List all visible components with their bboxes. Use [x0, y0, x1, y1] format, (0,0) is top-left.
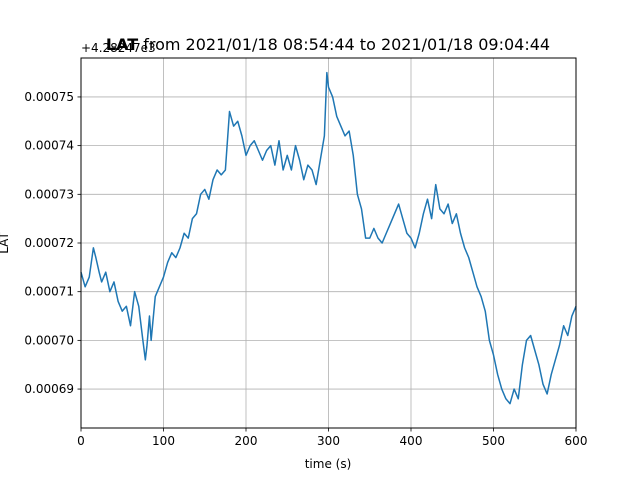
y-tick-label: 0.00074	[24, 139, 74, 153]
x-tick-label: 0	[77, 434, 85, 448]
x-tick-label: 100	[152, 434, 175, 448]
series-layer	[80, 71, 577, 405]
y-tick-label: 0.00073	[24, 187, 74, 201]
chart-title: LAT from 2021/01/18 08:54:44 to 2021/01/…	[106, 35, 550, 54]
grid	[80, 58, 577, 428]
y-tick-label: 0.00069	[24, 382, 74, 396]
y-tick-label: 0.00071	[24, 285, 74, 299]
x-tick-label: 600	[565, 434, 588, 448]
x-tick-label: 200	[235, 434, 258, 448]
x-tick-label: 500	[482, 434, 505, 448]
chart-title-bold: LAT	[106, 35, 138, 54]
x-tick-label: 300	[317, 434, 340, 448]
series-line	[80, 71, 577, 405]
y-offset-label: +4.28247e3	[81, 41, 156, 55]
y-tick-label: 0.00075	[24, 90, 74, 104]
chart-title-rest: from 2021/01/18 08:54:44 to 2021/01/18 0…	[138, 35, 550, 54]
x-tick-label: 400	[400, 434, 423, 448]
y-tick-label: 0.00072	[24, 236, 74, 250]
x-axis-label: time (s)	[305, 457, 352, 471]
ticks: 0 100 200 300 400 500 600 0.00069 0.00070 0.00071…	[24, 90, 587, 448]
y-tick-label: 0.00070	[24, 333, 74, 347]
y-axis-label: LAT	[0, 232, 11, 254]
